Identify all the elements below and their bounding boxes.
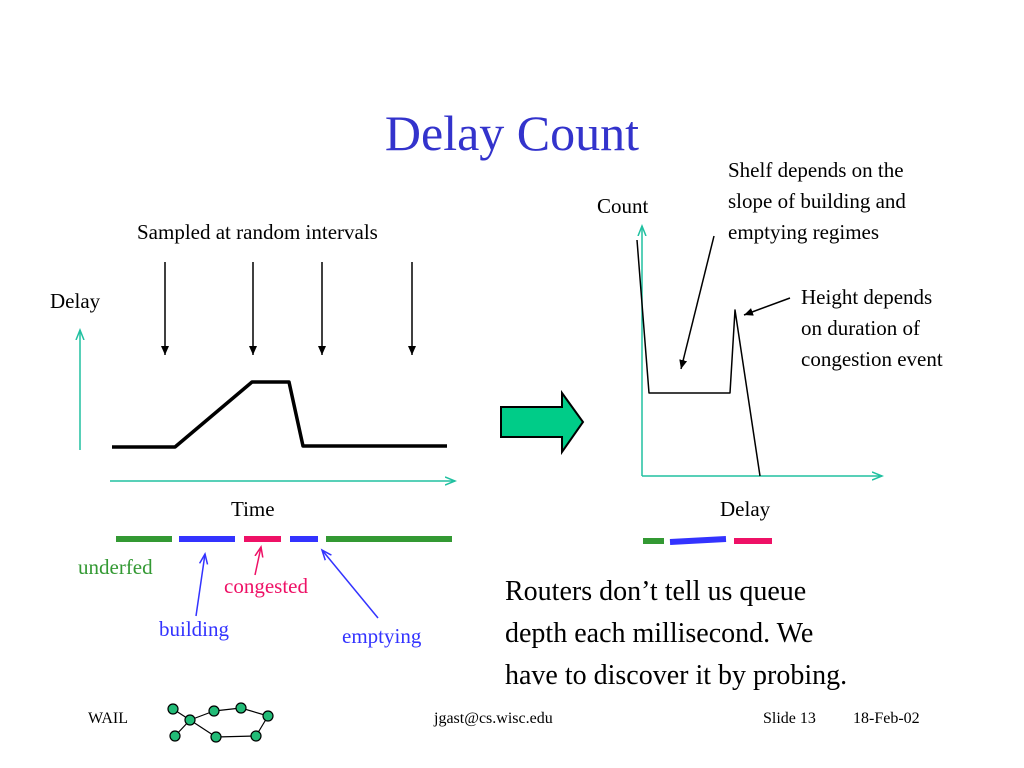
- right-bar-building: [669, 536, 727, 545]
- congested-label: congested: [224, 574, 308, 598]
- building-pointer: [195, 554, 205, 617]
- shelf-note: Shelf depends on the slope of building a…: [728, 158, 906, 244]
- congested-pointer: [254, 547, 261, 576]
- building-label: building: [159, 617, 230, 641]
- right-y-axis-label: Count: [597, 194, 649, 218]
- footer-slide-number: Slide 13: [763, 710, 816, 727]
- height-note: Height depends on duration of congestion…: [801, 285, 943, 371]
- transform-arrow: [500, 389, 585, 456]
- wail-network-logo: [167, 702, 274, 743]
- body-text: Routers don’t tell us queue depth each m…: [505, 576, 848, 691]
- height-pointer: [743, 297, 791, 316]
- left-x-axis-label: Time: [231, 497, 275, 521]
- sampling-note: Sampled at random intervals: [137, 220, 378, 244]
- footer-email: jgast@cs.wisc.edu: [434, 710, 553, 727]
- slide-title: Delay Count: [384, 105, 640, 161]
- shelf-pointer: [679, 235, 715, 370]
- underfed-label: underfed: [78, 555, 153, 579]
- emptying-pointer: [322, 550, 379, 619]
- left-y-axis-label: Delay: [50, 289, 101, 313]
- queue-delay-trace: [112, 380, 447, 449]
- delay-histogram-curve: [636, 239, 761, 477]
- footer-org: WAIL: [88, 710, 128, 727]
- footer-date: 18-Feb-02: [853, 710, 920, 727]
- emptying-label: emptying: [342, 624, 422, 648]
- right-x-axis-label: Delay: [720, 497, 771, 521]
